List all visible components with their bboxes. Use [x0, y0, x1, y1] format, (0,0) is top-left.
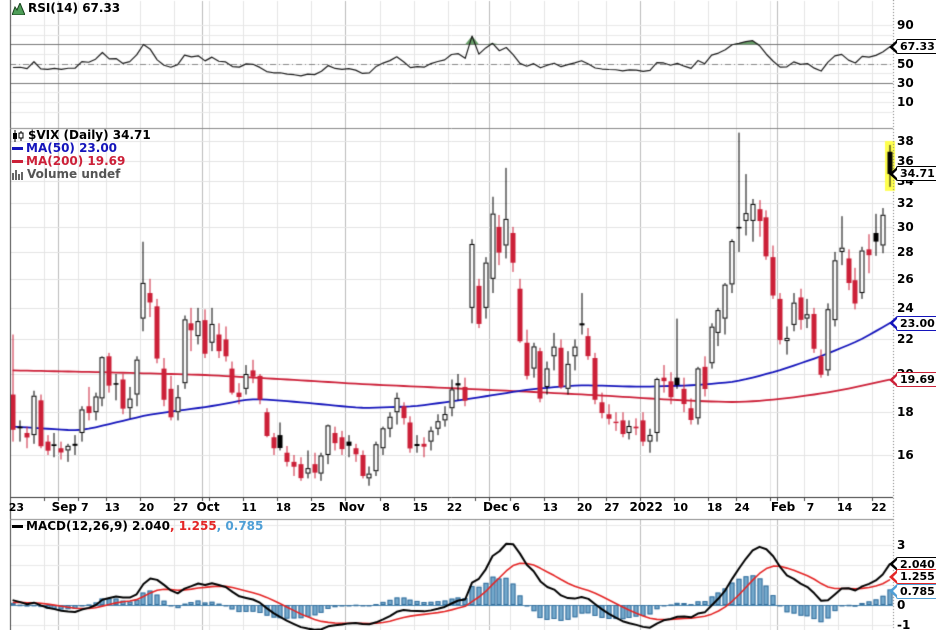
ma50-value-tag: 23.00 — [896, 315, 936, 331]
x-axis-label: Feb — [770, 500, 796, 514]
x-axis-label: 6 — [512, 501, 520, 514]
x-axis-label: 7 — [81, 501, 89, 514]
macd-legend: MACD(12,26,9) 2.040, 1.255, 0.785 — [12, 520, 263, 533]
ma200-line-icon — [12, 160, 23, 163]
price-value-tag: 34.71 — [896, 166, 936, 182]
macd-hist-legend-label: , 0.785 — [216, 519, 264, 533]
price-axis-tick: 16 — [897, 447, 914, 462]
price-axis-tick: 22 — [897, 332, 914, 347]
price-axis-tick: 28 — [897, 244, 914, 259]
macd-line-icon — [12, 525, 23, 528]
x-axis-label: 8 — [382, 501, 390, 514]
rsi-area-icon — [11, 1, 26, 15]
volume-bars-icon — [12, 169, 24, 180]
price-axis-tick: 30 — [897, 219, 914, 234]
x-axis-label: 15 — [412, 501, 428, 514]
macd-legend-label: MACD(12,26,9) 2.040 — [26, 519, 170, 533]
rsi-axis-tick: 30 — [897, 75, 914, 90]
macd-axis-tick: 0 — [897, 598, 906, 612]
rsi-axis-tick: 10 — [897, 95, 914, 109]
ma50-line-icon — [12, 147, 23, 150]
x-axis-label: 11 — [241, 501, 257, 514]
rsi-legend-label: RSI(14) 67.33 — [28, 1, 121, 15]
rsi-axis-tick: 50 — [897, 56, 914, 71]
ma200-value-tag: 19.69 — [896, 372, 936, 388]
x-axis-label: 20 — [576, 501, 593, 514]
x-axis-label: 22 — [871, 501, 887, 514]
macd-axis-tick: 3 — [897, 538, 906, 552]
rsi-value-tag: 67.33 — [896, 39, 936, 55]
ma200-legend-label: MA(200) 19.69 — [26, 154, 126, 168]
x-axis-label: 14 — [837, 501, 853, 514]
x-axis-label: 20 — [138, 501, 155, 514]
x-axis-label: 2022 — [629, 500, 663, 514]
rsi-legend: RSI(14) 67.33 — [11, 1, 121, 15]
volume-legend-label: Volume undef — [27, 167, 121, 181]
price-axis-tick: 36 — [897, 153, 914, 168]
macd-value-tag: 2.040 — [896, 556, 936, 572]
macd-hist-value-tag: 0.785 — [896, 583, 936, 599]
x-axis-label: Dec — [482, 500, 509, 514]
x-axis-label: 7 — [806, 501, 815, 514]
price-axis-tick: 24 — [897, 300, 914, 315]
macd-axis-tick: -1 — [897, 618, 911, 630]
x-axis-label: 27 — [604, 501, 620, 514]
x-axis-label: Sep — [51, 500, 78, 514]
x-axis-label: Oct — [196, 500, 220, 514]
x-axis-label: 18 — [275, 501, 292, 514]
candlestick-icon — [12, 129, 25, 142]
x-axis-label: 22 — [446, 501, 463, 514]
x-axis-label: 13 — [104, 501, 120, 514]
x-axis-label: 24 — [734, 501, 750, 514]
macd-signal-legend-label: , 1.255 — [169, 519, 217, 533]
price-axis-tick: 38 — [897, 134, 914, 149]
price-axis-tick: 26 — [897, 271, 914, 286]
symbol-legend-label: $VIX (Daily) 34.71 — [28, 128, 151, 142]
x-axis-label: 10 — [672, 501, 689, 514]
x-axis-label: 18 — [706, 501, 723, 514]
price-axis-tick: 18 — [897, 405, 914, 420]
x-axis-label: 13 — [542, 501, 558, 514]
x-axis-label: 27 — [173, 501, 189, 514]
price-axis-tick: 32 — [897, 196, 914, 211]
rsi-axis-tick: 90 — [897, 18, 914, 32]
x-axis-label: 25 — [309, 501, 326, 514]
ma50-legend-label: MA(50) 23.00 — [26, 141, 118, 155]
price-legend: $VIX (Daily) 34.71 MA(50) 23.00 MA(200) … — [12, 129, 151, 181]
x-axis-label: Nov — [338, 500, 365, 514]
macd-signal-value-tag: 1.255 — [896, 569, 936, 585]
x-axis-label: 23 — [8, 501, 25, 514]
